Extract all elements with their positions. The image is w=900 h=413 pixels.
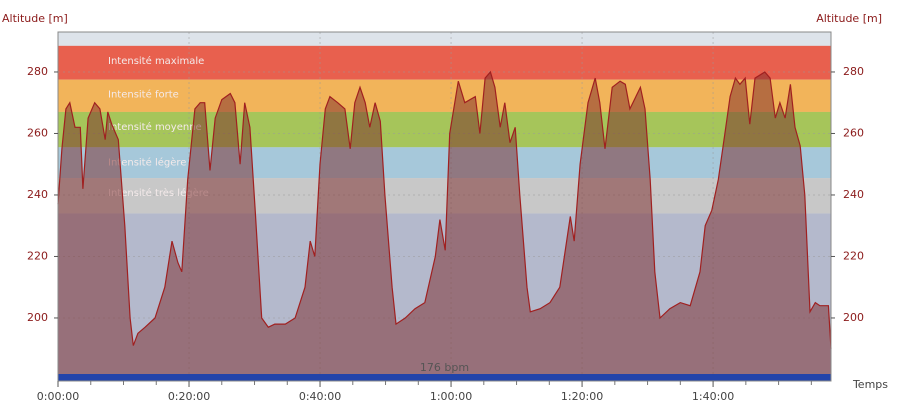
y-tick-label: 260	[27, 126, 48, 139]
zone-label: Intensité forte	[108, 89, 179, 101]
y-axis-title: Altitude [m]	[2, 12, 68, 25]
zone-label: Intensité très légère	[108, 187, 209, 199]
y-tick-label: 220	[27, 249, 48, 262]
intensity-zone	[58, 45, 831, 80]
zone-label: Intensité légère	[108, 156, 186, 168]
zone-label: Intensité moyenne	[108, 121, 202, 133]
baseline-bar	[58, 374, 831, 381]
x-tick-label: 1:20:00	[561, 390, 603, 403]
zone-label: Intensité maximale	[108, 55, 204, 67]
baseline-label: 176 bpm	[420, 361, 469, 374]
y-tick-label: 240	[27, 188, 48, 201]
x-tick-label: 0:00:00	[37, 390, 79, 403]
y-tick-label: 280	[27, 65, 48, 78]
y2-tick-label: 200	[843, 311, 864, 324]
intensity-zone	[58, 111, 831, 148]
intensity-zone	[58, 147, 831, 179]
x-axis-title: Temps	[852, 378, 888, 391]
x-tick-label: 0:40:00	[299, 390, 341, 403]
intensity-zone	[58, 79, 831, 112]
y-tick-label: 200	[27, 311, 48, 324]
y2-tick-label: 240	[843, 188, 864, 201]
y2-tick-label: 280	[843, 65, 864, 78]
y2-axis-title: Altitude [m]	[816, 12, 882, 25]
plot-frame	[57, 31, 832, 382]
y2-tick-label: 220	[843, 249, 864, 262]
x-tick-label: 0:20:00	[168, 390, 210, 403]
y2-tick-label: 260	[843, 126, 864, 139]
x-tick-label: 1:00:00	[430, 390, 472, 403]
x-tick-label: 1:40:00	[692, 390, 734, 403]
line	[57, 70, 832, 349]
